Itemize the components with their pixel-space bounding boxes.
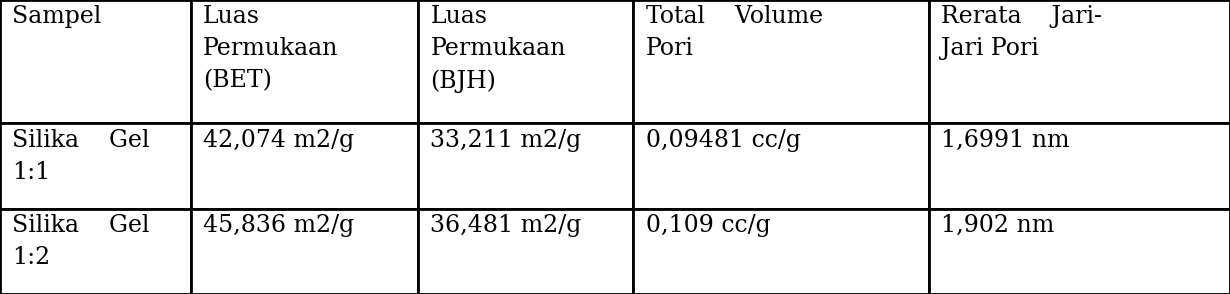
- Bar: [0, 209, 191, 294]
- Text: Rerata    Jari-
Jari Pori: Rerata Jari- Jari Pori: [941, 5, 1102, 60]
- Bar: [418, 123, 633, 209]
- Text: 36,481 m2/g: 36,481 m2/g: [430, 214, 582, 237]
- Bar: [633, 123, 929, 209]
- Text: 0,109 cc/g: 0,109 cc/g: [646, 214, 770, 237]
- Bar: [418, 0, 633, 123]
- Text: 1,6991 nm: 1,6991 nm: [941, 129, 1069, 152]
- Text: Silika    Gel
1:1: Silika Gel 1:1: [12, 129, 150, 184]
- Text: 45,836 m2/g: 45,836 m2/g: [203, 214, 354, 237]
- Text: Silika    Gel
1:2: Silika Gel 1:2: [12, 214, 150, 269]
- Text: 33,211 m2/g: 33,211 m2/g: [430, 129, 582, 152]
- Text: 1,902 nm: 1,902 nm: [941, 214, 1054, 237]
- Bar: [633, 209, 929, 294]
- Bar: [191, 0, 418, 123]
- Bar: [418, 209, 633, 294]
- Bar: [0, 123, 191, 209]
- Text: Total    Volume
Pori: Total Volume Pori: [646, 5, 823, 60]
- Text: 0,09481 cc/g: 0,09481 cc/g: [646, 129, 801, 152]
- Text: Luas
Permukaan
(BET): Luas Permukaan (BET): [203, 5, 338, 92]
- Bar: [633, 0, 929, 123]
- Bar: [0, 0, 191, 123]
- Bar: [191, 209, 418, 294]
- Text: 42,074 m2/g: 42,074 m2/g: [203, 129, 354, 152]
- Text: Sampel: Sampel: [12, 5, 102, 28]
- Bar: [929, 209, 1230, 294]
- Bar: [191, 123, 418, 209]
- Bar: [929, 0, 1230, 123]
- Text: Luas
Permukaan
(BJH): Luas Permukaan (BJH): [430, 5, 566, 93]
- Bar: [929, 123, 1230, 209]
